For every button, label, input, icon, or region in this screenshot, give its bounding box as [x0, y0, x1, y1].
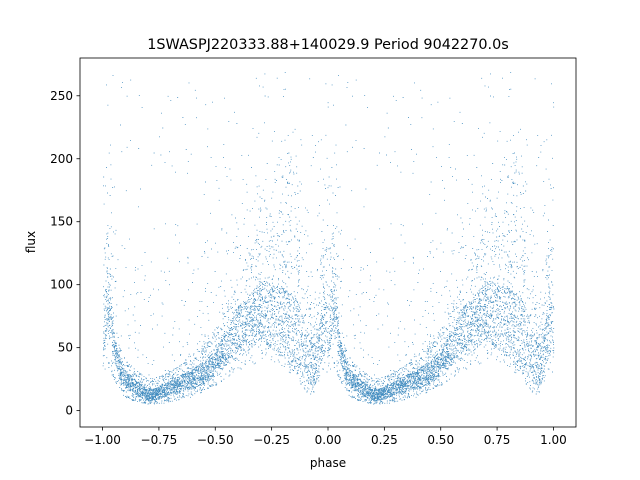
plot-frame [79, 57, 577, 428]
scatter-points [102, 72, 555, 405]
chart-title: 1SWASPJ220333.88+140029.9 Period 9042270… [147, 37, 509, 53]
x-tick-label: −0.25 [253, 433, 290, 447]
x-tick-label: 0.00 [315, 433, 342, 447]
x-axis: −1.00 −0.75 −0.50 −0.25 0.00 0.25 0.50 0.75 1.00 [84, 427, 567, 447]
data-point-cloud [102, 72, 555, 405]
y-axis: 0 50 100 150 200 250 [50, 89, 80, 418]
y-tick-label: 0 [65, 404, 73, 418]
x-tick-label: 1.00 [540, 433, 567, 447]
x-tick-label: −0.50 [197, 433, 234, 447]
y-tick-label: 150 [50, 215, 73, 229]
x-tick-label: 0.50 [427, 433, 454, 447]
x-axis-label: phase [310, 456, 346, 470]
y-axis-label: flux [24, 231, 38, 253]
y-tick-label: 200 [50, 152, 73, 166]
x-tick-label: −0.75 [141, 433, 178, 447]
x-tick-label: 0.25 [371, 433, 398, 447]
y-tick-label: 100 [50, 278, 73, 292]
y-tick-label: 50 [58, 341, 73, 355]
x-tick-label: −1.00 [84, 433, 121, 447]
x-tick-label: 0.75 [484, 433, 511, 447]
y-tick-label: 250 [50, 89, 73, 103]
